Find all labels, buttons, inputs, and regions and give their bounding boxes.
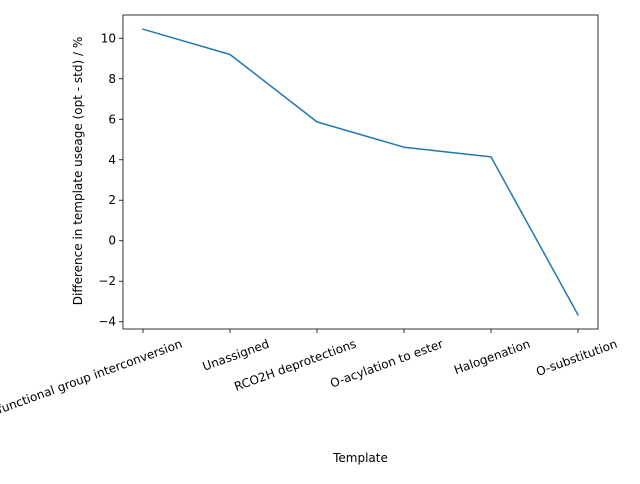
y-tick-label: 8 [108, 72, 116, 86]
y-tick-label: 6 [108, 112, 116, 126]
plot-area [142, 28, 580, 316]
axes-frame [122, 14, 599, 330]
y-tick-label: 2 [108, 193, 116, 207]
y-tick-label: −2 [98, 274, 116, 288]
y-tick-label: 4 [108, 153, 116, 167]
y-tick-label: 0 [108, 234, 116, 248]
x-axis-title: Template [332, 451, 388, 465]
series-line-0 [142, 28, 580, 316]
y-axis-title: Difference in template useage (opt - std… [71, 37, 85, 305]
y-tick-label: −4 [98, 315, 116, 329]
y-tick-label: 10 [101, 31, 116, 45]
